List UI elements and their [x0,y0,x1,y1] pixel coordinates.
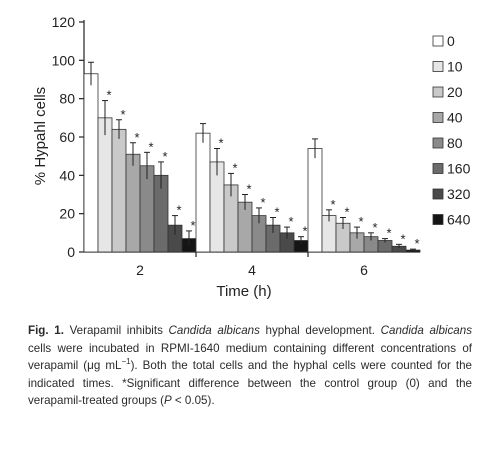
caption-p-symbol: P [163,394,172,407]
caption-species-2: Candida albicans [380,324,472,337]
bar [209,161,225,253]
bars: * * * * * * * * * * * * * * * * * * * * * [83,61,421,253]
legend: 0 10 20 40 80 160 320 640 [432,33,471,228]
legend-swatch [432,61,444,72]
caption-text-2: hyphal development. [259,324,381,337]
bar [125,153,141,253]
caption-species-1: Candida albicans [168,324,260,337]
y-axis-label: % Hypahl cells [32,87,49,185]
caption-text-1: Verapamil inhibits [63,324,169,337]
legend-swatch [432,112,444,123]
significance-star: * [176,203,181,218]
x-tick-label: 2 [136,262,144,278]
x-axis-label: Time (h) [216,283,271,300]
significance-star: * [330,197,335,212]
figure-label: Fig. 1. [28,324,64,337]
y-tick-label: 60 [59,129,75,145]
legend-label: 320 [447,186,471,202]
bar [195,132,211,253]
y-tick-label: 20 [59,206,75,222]
legend-swatch [432,214,444,225]
significance-star: * [162,149,167,164]
legend-swatch [432,137,444,149]
legend-label: 80 [447,135,463,151]
legend-swatch [432,35,444,47]
caption-text-5: < 0.05). [171,394,215,407]
significance-star: * [106,88,111,103]
significance-star: * [232,160,237,175]
y-tick-label: 100 [52,52,76,68]
y-tick-label: 40 [59,167,75,183]
significance-star: * [386,226,391,241]
legend-label: 0 [447,33,455,49]
bar [307,148,323,253]
significance-star: * [302,224,307,239]
y-tick-label: 120 [52,14,76,30]
significance-star: * [414,236,419,251]
x-tick-label: 6 [360,262,368,278]
significance-star: * [358,214,363,229]
legend-swatch [432,86,444,98]
legend-label: 10 [447,59,463,75]
caption-text-4: ). Both the total cells and the hyphal c… [28,359,472,407]
significance-star: * [134,130,139,145]
significance-star: * [344,205,349,220]
significance-star: * [288,214,293,229]
bar [97,117,113,253]
significance-star: * [372,220,377,235]
legend-label: 40 [447,110,463,126]
legend-swatch [432,163,444,174]
caption-text-3: cells were incubated in RPMI-1640 medium… [28,341,472,373]
caption-superscript: −1 [121,357,131,367]
legend-swatch [432,188,444,200]
legend-label: 160 [447,161,471,177]
y-tick-label: 0 [67,244,75,260]
bar [111,128,127,253]
significance-star: * [400,231,405,246]
significance-star: * [218,136,223,151]
significance-star: * [148,139,153,154]
significance-star: * [190,218,195,233]
significance-star: * [274,205,279,220]
bar [83,73,99,253]
x-tick-label: 4 [248,262,256,278]
y-tick-label: 80 [59,91,75,107]
figure-caption: Fig. 1. Verapamil inhibits Candida albic… [28,322,472,410]
significance-star: * [246,182,251,197]
significance-star: * [260,195,265,210]
significance-star: * [120,107,125,122]
legend-label: 640 [447,212,471,228]
legend-label: 20 [447,84,463,100]
